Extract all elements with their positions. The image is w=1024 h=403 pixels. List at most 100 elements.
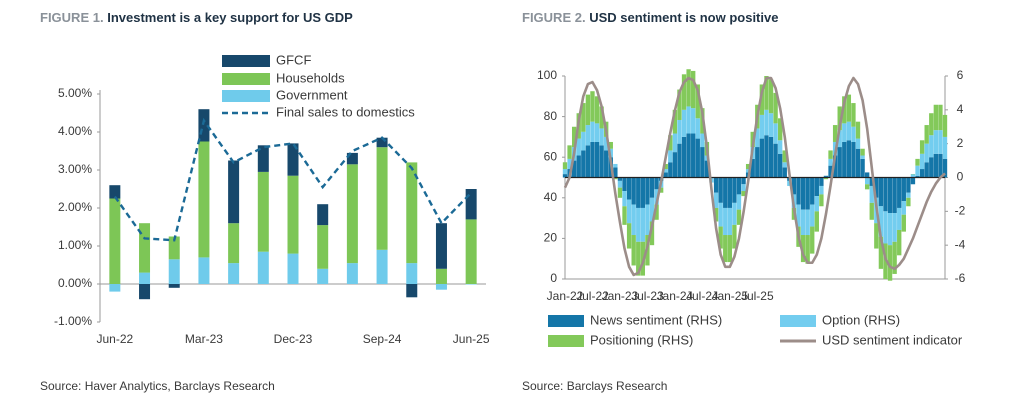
fig2-area-news (622, 177, 627, 192)
fig2-legend-label: News sentiment (RHS) (590, 312, 722, 327)
fig2-area-positioning (732, 224, 737, 249)
fig2-legend-label: Positioning (RHS) (590, 332, 693, 347)
fig2-area-positioning (892, 241, 897, 274)
fig2-left-tick-label: 80 (544, 109, 558, 123)
fig2-area-news (755, 147, 760, 178)
fig2-area-news (700, 147, 705, 178)
fig1-bar-households (109, 198, 121, 284)
fig2-area-option (837, 130, 842, 148)
fig2-area-positioning (819, 194, 824, 207)
figure2-label: FIGURE 2. (522, 10, 586, 25)
fig2-area-news (906, 177, 911, 193)
fig1-bar-gfcf (317, 204, 329, 226)
fig1-y-tick-label: 2.00% (58, 200, 92, 214)
fig2-area-news (686, 133, 691, 178)
fig2-area-option (631, 204, 636, 236)
fig2-area-news (704, 160, 710, 178)
fig2-right-tick-label: 2 (957, 136, 964, 150)
fig2-area-news (782, 167, 787, 178)
fig1-bar-households (198, 141, 210, 258)
fig2-area-positioning (695, 84, 700, 119)
fig2-x-tick-label: Jul-23 (631, 289, 664, 303)
fig2-x-tick-label: Jan-22 (547, 289, 584, 303)
fig1-y-tick-label: 0.00% (58, 276, 92, 290)
fig2-area-option (636, 207, 641, 242)
fig2-area-option (933, 130, 939, 154)
fig2-area-news (759, 138, 765, 178)
fig2-area-option (713, 192, 719, 208)
fig2-area-option (585, 125, 591, 146)
fig2-area-news (796, 177, 801, 205)
fig2-area-news (599, 145, 604, 178)
fig1-bar-government (198, 257, 210, 284)
fig1-x-tick-label: Jun-22 (96, 332, 133, 346)
fig2-area-news (805, 177, 810, 210)
fig1-bar-households (168, 236, 180, 260)
fig1-bar-households (139, 223, 151, 273)
fig2-area-option (581, 131, 586, 151)
fig2-x-tick-label: Jul-22 (576, 289, 609, 303)
fig2-area-news (723, 177, 728, 208)
fig2-area-option (892, 213, 897, 242)
fig2-x-tick-label: Jan-24 (657, 289, 694, 303)
fig2-area-option (915, 165, 920, 176)
fig1-legend-label: GFCF (276, 52, 311, 67)
fig2-area-positioning (608, 141, 613, 149)
fig2-area-option (924, 143, 929, 163)
fig2-area-news (855, 148, 861, 178)
fig2-area-positioning (613, 177, 618, 180)
fig1-bar-households (376, 147, 388, 250)
fig2-area-positioning (800, 235, 806, 263)
fig2-area-news (631, 177, 636, 205)
fig2-area-positioning (855, 121, 861, 139)
fig2-area-option (759, 114, 765, 139)
fig2-area-option (622, 191, 627, 207)
fig2-area-option (604, 136, 609, 151)
fig2-area-option (672, 133, 678, 153)
fig1-x-tick-label: Mar-23 (185, 332, 223, 346)
fig2-left-tick-label: 0 (550, 271, 557, 285)
fig2-area-news (681, 136, 687, 178)
fig2-legend-label: Option (RHS) (822, 312, 900, 327)
fig2-area-option (919, 153, 925, 170)
fig2-right-tick-label: -2 (955, 204, 966, 218)
fig1-x-tick-label: Dec-23 (274, 332, 313, 346)
fig2-area-news (874, 177, 879, 198)
fig2-area-news (576, 155, 581, 178)
fig2-area-news (613, 167, 618, 178)
fig2-area-option (929, 135, 934, 158)
fig2-area-option (800, 209, 806, 236)
fig2-area-news (814, 177, 819, 197)
fig2-area-positioning (901, 214, 906, 232)
fig2-area-news (736, 177, 742, 195)
fig2-area-positioning (823, 177, 829, 180)
fig2-area-news (750, 158, 755, 178)
fig2-area-news (800, 177, 806, 210)
fig2-area-positioning (686, 69, 691, 107)
fig2-area-positioning (631, 235, 636, 266)
fig2-area-positioning (672, 109, 678, 134)
figure1-title: FIGURE 1. Investment is a key support fo… (40, 10, 353, 25)
fig2-area-positioning (810, 226, 815, 254)
fig2-area-news (773, 143, 778, 178)
fig1-bar-government (317, 268, 329, 284)
fig2-area-news (791, 177, 797, 195)
fig2-area-option (617, 180, 623, 188)
fig2-area-option (695, 118, 700, 139)
fig2-area-positioning (764, 76, 769, 110)
fig2-area-positioning (626, 223, 632, 249)
figure2-source: Source: Barclays Research (522, 379, 668, 393)
fig2-area-option (686, 106, 691, 134)
fig2-area-option (677, 119, 682, 144)
fig2-area-option (590, 121, 595, 142)
fig2-area-news (713, 177, 719, 193)
fig2-area-news (823, 175, 829, 178)
fig1-bar-households (406, 162, 418, 264)
fig1-bar-government (465, 284, 477, 285)
fig2-area-option (796, 204, 801, 227)
fig2-area-positioning (924, 125, 929, 144)
fig2-area-option (663, 169, 668, 173)
fig2-area-news (892, 177, 897, 214)
fig2-area-option (645, 204, 650, 236)
